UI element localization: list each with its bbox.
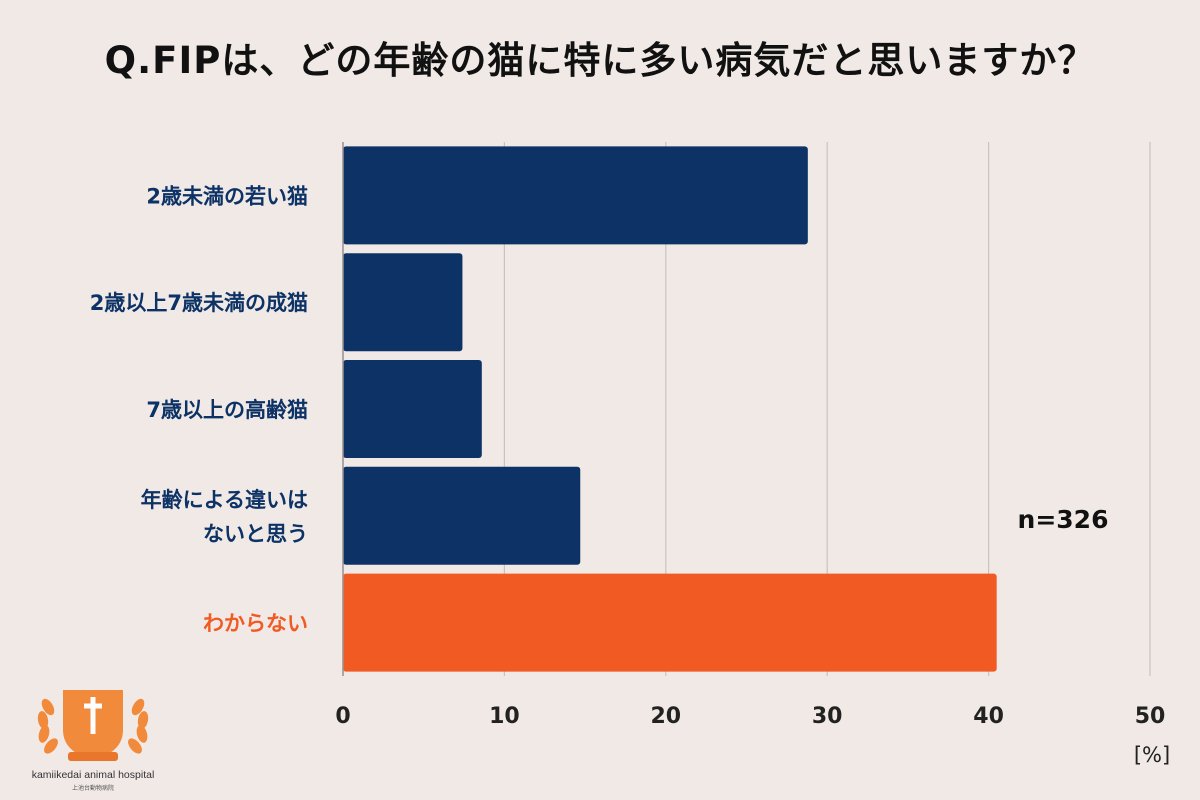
bar: [343, 466, 581, 565]
x-unit-label: [%]: [1134, 743, 1170, 767]
x-tick-label: 10: [489, 704, 520, 729]
bar: [343, 253, 463, 352]
x-tick-label: 40: [973, 704, 1004, 729]
bar: [343, 573, 997, 672]
sample-size-label: n=326: [1018, 505, 1109, 534]
bar: [343, 360, 482, 458]
logo-name: kamiikedai animal hospital: [32, 769, 155, 781]
x-tick-label: 0: [335, 704, 350, 729]
category-label: ないと思う: [203, 522, 308, 546]
category-label: 2歳以上7歳未満の成猫: [90, 291, 308, 315]
category-label: わからない: [203, 612, 308, 636]
category-label: 2歳未満の若い猫: [146, 184, 308, 208]
chart-title: Q.FIPは、どの年齢の猫に特に多い病気だと思いますか？: [104, 39, 1096, 82]
hospital-logo: kamiikedai animal hospital 上池台動物病院: [32, 690, 155, 792]
x-tick-label: 30: [812, 704, 843, 729]
x-tick-label: 50: [1135, 704, 1166, 729]
category-label: 年齢による違いは: [141, 488, 308, 512]
laurel-icon: [37, 698, 149, 754]
category-label: 7歳以上の高齢猫: [146, 398, 308, 422]
bar: [343, 146, 808, 245]
logo-subname: 上池台動物病院: [72, 784, 114, 792]
x-tick-label: 20: [650, 704, 681, 729]
